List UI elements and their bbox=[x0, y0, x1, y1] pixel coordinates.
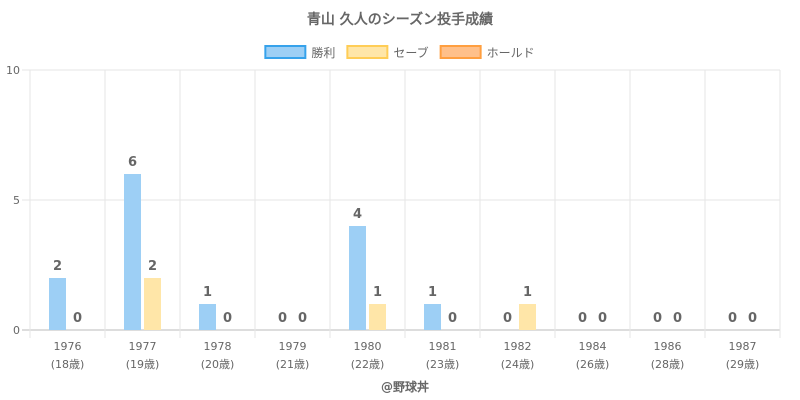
x-tick-age: (19歳) bbox=[126, 358, 160, 371]
x-tick-year: 1984 bbox=[579, 340, 607, 353]
x-tick-year: 1986 bbox=[654, 340, 682, 353]
data-label: 0 bbox=[598, 311, 607, 326]
bars bbox=[49, 174, 536, 330]
legend-label: セーブ bbox=[393, 45, 428, 60]
bar-勝利 bbox=[199, 304, 216, 330]
data-label: 4 bbox=[353, 207, 362, 222]
bar-勝利 bbox=[424, 304, 441, 330]
legend-label: 勝利 bbox=[311, 45, 335, 60]
legend-item: 勝利 bbox=[264, 45, 335, 60]
legend-item: ホールド bbox=[439, 45, 535, 60]
legend-swatch bbox=[439, 45, 482, 59]
x-tick-year: 1976 bbox=[54, 340, 82, 353]
bar-セーブ bbox=[144, 278, 161, 330]
x-tick-year: 1981 bbox=[429, 340, 457, 353]
x-tick-age: (18歳) bbox=[51, 358, 85, 371]
data-label: 0 bbox=[278, 311, 287, 326]
chart-credit: @野球丼 bbox=[381, 379, 429, 394]
data-label: 1 bbox=[203, 285, 212, 300]
x-tick-age: (21歳) bbox=[276, 358, 310, 371]
x-tick-year: 1979 bbox=[279, 340, 307, 353]
data-label: 6 bbox=[128, 155, 137, 170]
data-label: 2 bbox=[148, 259, 157, 274]
data-label: 0 bbox=[448, 311, 457, 326]
legend: 勝利 セーブ ホールド bbox=[264, 45, 535, 60]
data-label: 0 bbox=[673, 311, 682, 326]
data-label: 0 bbox=[298, 311, 307, 326]
bar-セーブ bbox=[369, 304, 386, 330]
x-tick-year: 1987 bbox=[729, 340, 757, 353]
y-tick-label: 5 bbox=[13, 194, 20, 207]
x-tick-age: (22歳) bbox=[351, 358, 385, 371]
x-tick-year: 1980 bbox=[354, 340, 382, 353]
data-label: 0 bbox=[653, 311, 662, 326]
legend-swatch bbox=[264, 45, 307, 59]
legend-item: セーブ bbox=[346, 45, 429, 60]
bar-勝利 bbox=[349, 226, 366, 330]
bar-勝利 bbox=[49, 278, 66, 330]
data-label: 0 bbox=[503, 311, 512, 326]
x-tick-age: (24歳) bbox=[501, 358, 535, 371]
x-tick-age: (26歳) bbox=[576, 358, 610, 371]
x-axis: 1976 (18歳) 1977 (19歳) 1978 (20歳) 1979 (21歳) 1980… bbox=[51, 340, 760, 371]
x-tick-year: 1977 bbox=[129, 340, 157, 353]
bar-勝利 bbox=[124, 174, 141, 330]
data-label: 1 bbox=[523, 285, 532, 300]
data-label: 0 bbox=[578, 311, 587, 326]
bar-セーブ bbox=[519, 304, 536, 330]
x-tick-age: (29歳) bbox=[726, 358, 760, 371]
x-tick-year: 1978 bbox=[204, 340, 232, 353]
x-tick-age: (23歳) bbox=[426, 358, 460, 371]
data-label: 0 bbox=[728, 311, 737, 326]
data-label: 2 bbox=[53, 259, 62, 274]
data-label: 1 bbox=[373, 285, 382, 300]
data-label: 0 bbox=[223, 311, 232, 326]
x-tick-year: 1982 bbox=[504, 340, 532, 353]
y-axis: 0 5 10 bbox=[6, 64, 20, 337]
data-label: 0 bbox=[748, 311, 757, 326]
data-label: 0 bbox=[73, 311, 82, 326]
chart-title: 青山 久人のシーズン投手成績 bbox=[307, 11, 493, 28]
y-tick-label: 0 bbox=[13, 324, 20, 337]
legend-label: ホールド bbox=[487, 46, 535, 60]
y-tick-label: 10 bbox=[6, 64, 20, 77]
x-tick-age: (20歳) bbox=[201, 358, 235, 371]
grid bbox=[22, 69, 781, 338]
x-tick-age: (28歳) bbox=[651, 358, 685, 371]
data-label: 1 bbox=[428, 285, 437, 300]
legend-swatch bbox=[346, 45, 389, 59]
